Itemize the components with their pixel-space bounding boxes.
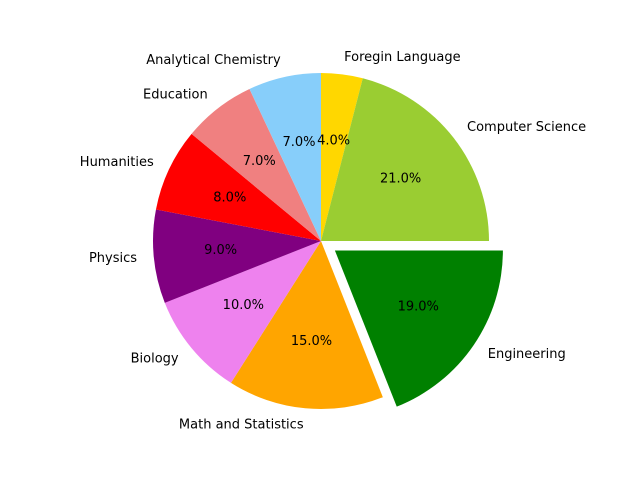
slice-label-math-and-statistics: Math and Statistics bbox=[179, 417, 304, 432]
pct-label-education: 7.0% bbox=[243, 154, 276, 169]
slice-label-computer-science: Computer Science bbox=[467, 120, 586, 135]
slice-label-biology: Biology bbox=[131, 351, 179, 366]
pct-label-physics: 9.0% bbox=[204, 243, 237, 258]
pct-label-humanities: 8.0% bbox=[213, 191, 246, 206]
pie-slice-education bbox=[191, 88, 321, 242]
labels-layer: 4.0% Foregin Language 21.0% Computer Scienc… bbox=[80, 50, 586, 432]
pie-slice-math-and-statistics bbox=[230, 241, 383, 410]
slice-label-education: Education bbox=[143, 87, 208, 102]
pie-slice-physics bbox=[153, 209, 321, 303]
slices-layer bbox=[153, 73, 503, 410]
pie-slice-humanities bbox=[155, 133, 321, 241]
slice-label-analytical-chemistry: Analytical Chemistry bbox=[146, 53, 281, 68]
slice-label-foregin-language: Foregin Language bbox=[344, 50, 460, 65]
pie-slice-biology bbox=[164, 241, 321, 383]
pct-label-foregin-language: 4.0% bbox=[317, 133, 350, 148]
pie-slice-analytical-chemistry bbox=[249, 73, 321, 241]
pct-label-analytical-chemistry: 7.0% bbox=[282, 135, 315, 150]
pct-label-computer-science: 21.0% bbox=[380, 172, 421, 187]
pct-label-engineering: 19.0% bbox=[398, 300, 439, 315]
slice-label-humanities: Humanities bbox=[80, 155, 154, 170]
slice-label-physics: Physics bbox=[89, 251, 137, 266]
slice-label-engineering: Engineering bbox=[488, 347, 566, 362]
pct-label-math-and-statistics: 15.0% bbox=[291, 334, 332, 349]
pie-slice-computer-science bbox=[321, 78, 489, 241]
pie-slice-engineering bbox=[334, 250, 503, 407]
pct-label-biology: 10.0% bbox=[223, 298, 264, 313]
pie-slice-foregin-language bbox=[321, 73, 363, 241]
